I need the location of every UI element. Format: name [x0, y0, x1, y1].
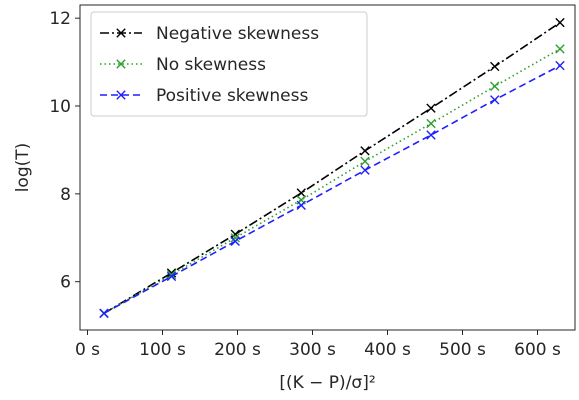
data-point: [360, 146, 370, 156]
x-axis-label: [(K − P)/σ]²: [279, 373, 375, 393]
series-line: [103, 21, 561, 314]
series-line: [103, 64, 561, 315]
legend-label: No skewness: [156, 55, 266, 75]
series-0: [99, 17, 565, 319]
x-tick-label: 200 s: [214, 340, 261, 360]
data-point: [555, 60, 565, 71]
data-point: [555, 44, 565, 54]
data-point: [166, 271, 177, 282]
x-tick-label: 0 s: [75, 340, 100, 360]
data-point: [490, 95, 500, 105]
data-point: [490, 61, 500, 72]
legend-marker: [116, 90, 126, 100]
x-tick-label: 100 s: [139, 340, 186, 360]
data-point: [360, 165, 370, 175]
legend-label: Negative skewness: [156, 24, 319, 44]
legend-marker: [116, 59, 126, 69]
data-point: [426, 118, 436, 129]
data-point: [426, 103, 436, 113]
tick-layer: 0 s 100 s 200 s 300 s 400 s 500 s 600 s 6 8 10 12: [49, 9, 561, 360]
legend-box: [90, 11, 368, 117]
data-point: [426, 130, 436, 140]
series-2: [99, 60, 565, 319]
data-point: [99, 308, 109, 319]
series-line: [103, 48, 561, 315]
x-tick-label: 500 s: [439, 340, 486, 360]
plot-area: [99, 17, 565, 319]
x-tick-label: 400 s: [364, 340, 411, 360]
y-tick-label: 8: [60, 185, 71, 205]
legend: Negative skewness No skewness Positive ske…: [90, 11, 368, 117]
legend-item: No skewness: [100, 55, 266, 75]
axes-frame: [79, 4, 576, 331]
legend-label: Positive skewness: [156, 86, 308, 106]
y-tick-label: 10: [49, 97, 71, 117]
x-tick-label: 600 s: [514, 340, 561, 360]
data-point: [360, 156, 370, 167]
data-point: [296, 200, 306, 210]
data-point: [490, 81, 500, 91]
y-tick-label: 12: [49, 9, 71, 29]
legend-marker: [116, 28, 126, 38]
data-point: [555, 17, 565, 28]
y-tick-label: 6: [60, 273, 71, 293]
data-point: [230, 236, 240, 246]
data-point: [230, 233, 240, 243]
x-tick-label: 300 s: [289, 340, 336, 360]
legend-item: Positive skewness: [100, 86, 308, 106]
data-point: [296, 188, 306, 198]
y-axis-label: log(T): [13, 143, 33, 193]
data-point: [166, 269, 177, 280]
legend-item: Negative skewness: [100, 24, 319, 44]
